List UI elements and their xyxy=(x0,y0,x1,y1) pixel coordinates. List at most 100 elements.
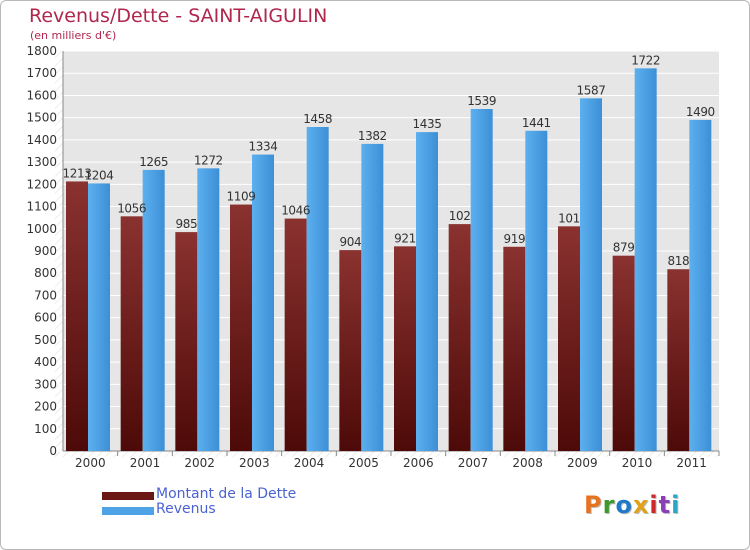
legend-label-revenus: Revenus xyxy=(156,501,216,517)
logo-letter: i xyxy=(649,491,659,519)
x-tick-label: 2008 xyxy=(512,456,543,470)
x-tick-label: 2007 xyxy=(458,456,489,470)
value-label-dette: 1056 xyxy=(117,201,146,215)
x-tick-label: 2005 xyxy=(348,456,379,470)
y-tick-label: 300 xyxy=(34,377,57,391)
y-tick-label: 100 xyxy=(34,422,57,436)
x-tick-label: 2011 xyxy=(676,456,707,470)
value-label-dette: 985 xyxy=(175,217,197,231)
logo-letter: o xyxy=(615,491,633,519)
bar-revenus xyxy=(634,68,657,451)
bar-dette xyxy=(230,204,252,451)
bar-revenus xyxy=(470,109,493,451)
y-tick-label: 200 xyxy=(34,400,57,414)
bar-dette xyxy=(558,226,580,451)
value-label-revenus: 1722 xyxy=(631,53,660,67)
value-label-revenus: 1272 xyxy=(194,153,223,167)
value-label-revenus: 1539 xyxy=(467,94,496,108)
bar-revenus xyxy=(142,169,165,451)
logo-letter: P xyxy=(584,491,603,519)
y-tick-label: 500 xyxy=(34,333,57,347)
bar-dette xyxy=(284,218,307,451)
bar-revenus xyxy=(361,143,384,451)
value-label-dette: 1213 xyxy=(63,166,92,180)
bar-dette xyxy=(394,246,416,451)
bar-revenus xyxy=(689,119,712,451)
logo-letter: i xyxy=(671,491,681,519)
y-tick-label: 1000 xyxy=(26,222,57,236)
legend-label-dette: Montant de la Dette xyxy=(156,486,297,502)
value-label-revenus: 1441 xyxy=(522,116,551,130)
x-axis-ticks: 2000 2001 2002 2003 2004 2005 2006 2007 2008 2009… xyxy=(75,451,720,470)
value-label-revenus: 1382 xyxy=(358,129,387,143)
chart-title: Revenus/Dette - SAINT-AIGULIN xyxy=(29,5,328,27)
bars xyxy=(66,68,712,452)
x-tick-label: 2002 xyxy=(184,456,215,470)
value-label-dette: 1109 xyxy=(227,190,256,204)
bar-revenus xyxy=(252,154,274,452)
legend-swatch-revenus xyxy=(102,507,154,515)
y-tick-label: 1500 xyxy=(26,111,57,125)
bar-dette xyxy=(612,255,635,451)
value-label-dette: 101 xyxy=(558,211,580,225)
y-tick-label: 400 xyxy=(34,355,57,369)
logo-letter: t xyxy=(658,491,672,519)
x-tick-label: 2001 xyxy=(130,456,161,470)
y-tick-label: 0 xyxy=(49,444,57,458)
value-label-dette: 919 xyxy=(503,232,525,246)
bar-dette xyxy=(667,269,690,451)
bar-dette xyxy=(503,246,526,451)
value-label-dette: 102 xyxy=(449,209,471,223)
x-tick-label: 2009 xyxy=(567,456,598,470)
y-tick-label: 1600 xyxy=(26,88,57,102)
value-label-dette: 818 xyxy=(667,254,689,268)
value-label-revenus: 1490 xyxy=(686,105,715,119)
y-tick-label: 1800 xyxy=(26,44,57,58)
value-label-revenus: 1334 xyxy=(249,140,278,154)
y-tick-label: 900 xyxy=(34,244,57,258)
bar-revenus xyxy=(197,168,220,452)
bar-revenus xyxy=(580,98,602,451)
value-label-dette: 879 xyxy=(613,241,635,255)
bar-dette xyxy=(448,224,471,451)
y-tick-label: 1100 xyxy=(26,200,57,214)
y-tick-label: 1400 xyxy=(26,133,57,147)
y-tick-label: 600 xyxy=(34,311,57,325)
bar-dette xyxy=(66,181,88,451)
bar-revenus xyxy=(88,183,110,451)
x-tick-label: 2004 xyxy=(294,456,325,470)
bar-dette xyxy=(175,232,198,451)
value-label-revenus: 1435 xyxy=(413,117,442,131)
value-label-revenus: 1458 xyxy=(303,112,332,126)
value-label-dette: 921 xyxy=(394,231,416,245)
value-label-dette: 904 xyxy=(339,235,361,249)
bar-revenus xyxy=(525,130,548,451)
bar-dette xyxy=(339,250,362,451)
logo-letter: x xyxy=(632,491,650,519)
value-label-revenus: 1204 xyxy=(85,168,114,182)
proxiti-logo: Proxiti xyxy=(584,491,680,519)
axis-shadow xyxy=(55,51,63,457)
bar-revenus xyxy=(306,127,329,451)
chart-subtitle: (en milliers d'€) xyxy=(30,29,117,42)
value-label-revenus: 1587 xyxy=(577,83,606,97)
y-axis-ticks: 0 100 200 300 400 500 600 700 800 900 1000 1100 1200… xyxy=(26,44,57,458)
y-tick-label: 1200 xyxy=(26,177,57,191)
y-tick-label: 1300 xyxy=(26,155,57,169)
legend-swatch-dette xyxy=(102,492,154,500)
x-tick-label: 2006 xyxy=(403,456,434,470)
x-tick-label: 2010 xyxy=(622,456,653,470)
x-tick-label: 2000 xyxy=(75,456,106,470)
bar-revenus xyxy=(416,132,438,451)
bar-dette xyxy=(120,216,143,451)
y-tick-label: 800 xyxy=(34,266,57,280)
floor-shadow xyxy=(55,451,719,457)
value-label-dette: 1046 xyxy=(281,204,310,218)
logo-letter: r xyxy=(602,491,616,519)
value-label-revenus: 1265 xyxy=(139,155,168,169)
y-tick-label: 1700 xyxy=(26,66,57,80)
y-tick-label: 700 xyxy=(34,288,57,302)
